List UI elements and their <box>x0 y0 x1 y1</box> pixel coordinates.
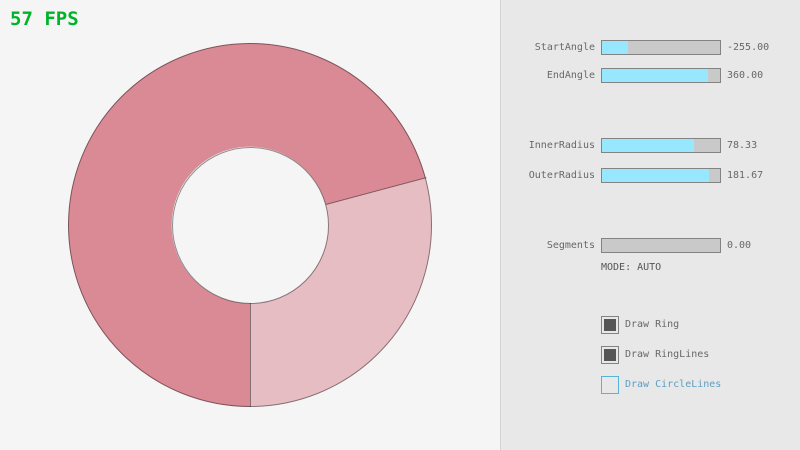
slider-row-innerradius: InnerRadius 78.33 <box>501 138 800 153</box>
checkbox-label: Draw CircleLines <box>625 379 722 390</box>
slider-fill-startangle <box>602 41 628 54</box>
checkbox-draw-ring[interactable]: Draw Ring <box>601 316 800 334</box>
slider-track-segments[interactable] <box>601 238 721 253</box>
checkbox-box-icon[interactable] <box>601 316 619 334</box>
controls-panel: StartAngle -255.00 EndAngle 360.00 Inner… <box>500 0 800 450</box>
slider-value-endangle: 360.00 <box>727 70 764 81</box>
checkbox-label: Draw Ring <box>625 319 680 330</box>
slider-track-innerradius[interactable] <box>601 138 721 153</box>
slider-label-startangle: StartAngle <box>534 42 595 53</box>
ring-canvas: 57 FPS <box>10 8 432 407</box>
slider-label-endangle: EndAngle <box>546 70 595 81</box>
fps-counter: 57 FPS <box>10 8 79 30</box>
slider-row-outerradius: OuterRadius 181.67 <box>501 168 800 183</box>
slider-value-startangle: -255.00 <box>727 42 770 53</box>
slider-value-segments: 0.00 <box>727 240 752 251</box>
slider-track-outerradius[interactable] <box>601 168 721 183</box>
slider-value-innerradius: 78.33 <box>727 140 758 151</box>
checkbox-label: Draw RingLines <box>625 349 710 360</box>
slider-track-endangle[interactable] <box>601 68 721 83</box>
slider-label-segments: Segments <box>546 240 595 251</box>
checkbox-draw-ringlines[interactable]: Draw RingLines <box>601 346 800 364</box>
slider-label-innerradius: InnerRadius <box>528 140 595 151</box>
ring-segment-line-bottom <box>249 303 251 407</box>
slider-value-outerradius: 181.67 <box>727 170 764 181</box>
checkbox-box-icon[interactable] <box>601 376 619 394</box>
ring-outer-line <box>68 43 432 407</box>
slider-label-outerradius: OuterRadius <box>528 170 595 181</box>
slider-track-startangle[interactable] <box>601 40 721 55</box>
slider-row-endangle: EndAngle 360.00 <box>501 68 800 83</box>
segments-mode-text: MODE: AUTO <box>601 262 662 273</box>
slider-row-startangle: StartAngle -255.00 <box>501 40 800 55</box>
checkbox-draw-circlelines[interactable]: Draw CircleLines <box>601 376 800 394</box>
slider-fill-endangle <box>602 69 709 82</box>
slider-row-segments: Segments 0.00 <box>501 238 800 253</box>
checkbox-box-icon[interactable] <box>601 346 619 364</box>
slider-fill-outerradius <box>602 169 710 182</box>
ring-inner-line <box>171 146 329 304</box>
slider-fill-innerradius <box>602 139 695 152</box>
